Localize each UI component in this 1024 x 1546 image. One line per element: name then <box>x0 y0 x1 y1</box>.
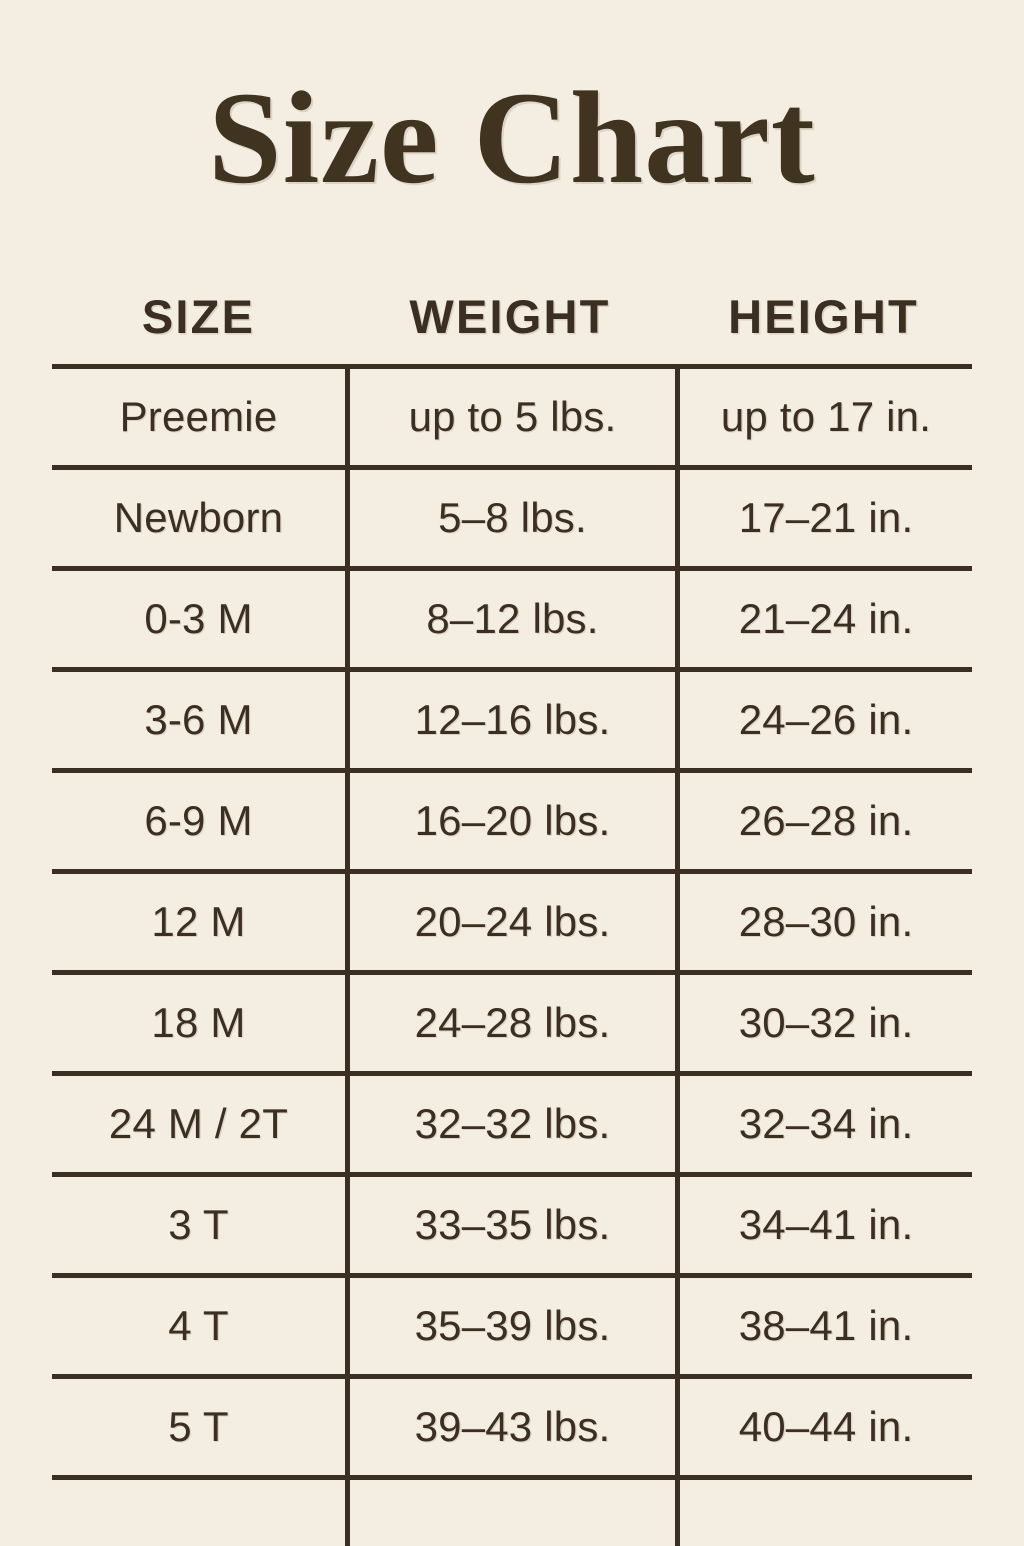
column-divider-tails <box>52 1480 972 1546</box>
page-title: Size Chart <box>208 64 816 211</box>
table-row: 12 M 20–24 lbs. 28–30 in. <box>52 874 972 975</box>
table-row: 24 M / 2T 32–32 lbs. 32–34 in. <box>52 1076 972 1177</box>
table-row: 18 M 24–28 lbs. 30–32 in. <box>52 975 972 1076</box>
page-title-container: Size Chart <box>0 72 1024 204</box>
cell-size: 6-9 M <box>144 797 253 844</box>
cell-weight: 24–28 lbs. <box>345 975 675 1071</box>
cell-size: 12 M <box>151 898 246 945</box>
cell-weight: 5–8 lbs. <box>345 470 675 566</box>
cell-size: 0-3 M <box>144 595 253 642</box>
table-row: Preemie up to 5 lbs. up to 17 in. <box>52 369 972 470</box>
cell-size: 18 M <box>151 999 246 1046</box>
cell-size: 24 M / 2T <box>108 1100 289 1147</box>
cell-height: up to 17 in. <box>675 369 972 465</box>
cell-weight: 16–20 lbs. <box>345 773 675 869</box>
cell-weight: 35–39 lbs. <box>345 1278 675 1374</box>
cell-height: 21–24 in. <box>675 571 972 667</box>
table-row: 4 T 35–39 lbs. 38–41 in. <box>52 1278 972 1379</box>
column-divider-2 <box>675 1480 680 1546</box>
column-divider-1 <box>345 1480 350 1546</box>
table-body: Preemie up to 5 lbs. up to 17 in. Newbor… <box>52 364 972 1546</box>
table-row: 6-9 M 16–20 lbs. 26–28 in. <box>52 773 972 874</box>
cell-size: 4 T <box>168 1302 229 1349</box>
cell-height: 32–34 in. <box>675 1076 972 1172</box>
size-chart-table: SIZE WEIGHT HEIGHT Preemie up to 5 lbs. … <box>52 268 972 1546</box>
table-row: 3-6 M 12–16 lbs. 24–26 in. <box>52 672 972 773</box>
table-header-row: SIZE WEIGHT HEIGHT <box>52 268 972 364</box>
cell-height: 40–44 in. <box>675 1379 972 1475</box>
cell-weight: 8–12 lbs. <box>345 571 675 667</box>
table-row: 3 T 33–35 lbs. 34–41 in. <box>52 1177 972 1278</box>
cell-weight: 12–16 lbs. <box>345 672 675 768</box>
table-row: 0-3 M 8–12 lbs. 21–24 in. <box>52 571 972 672</box>
cell-height: 38–41 in. <box>675 1278 972 1374</box>
cell-weight: 20–24 lbs. <box>345 874 675 970</box>
column-header-height: HEIGHT <box>728 289 919 343</box>
cell-size: Preemie <box>119 393 278 440</box>
cell-height: 28–30 in. <box>675 874 972 970</box>
cell-weight: 39–43 lbs. <box>345 1379 675 1475</box>
cell-size: 5 T <box>168 1403 229 1450</box>
cell-weight: up to 5 lbs. <box>345 369 675 465</box>
cell-height: 30–32 in. <box>675 975 972 1071</box>
cell-weight: 33–35 lbs. <box>345 1177 675 1273</box>
cell-height: 17–21 in. <box>675 470 972 566</box>
cell-height: 34–41 in. <box>675 1177 972 1273</box>
cell-size: 3-6 M <box>144 696 253 743</box>
column-header-weight: WEIGHT <box>409 289 611 343</box>
cell-height: 26–28 in. <box>675 773 972 869</box>
cell-size: 3 T <box>168 1201 229 1248</box>
cell-weight: 32–32 lbs. <box>345 1076 675 1172</box>
cell-size: Newborn <box>113 494 284 541</box>
table-row: 5 T 39–43 lbs. 40–44 in. <box>52 1379 972 1480</box>
table-row: Newborn 5–8 lbs. 17–21 in. <box>52 470 972 571</box>
cell-height: 24–26 in. <box>675 672 972 768</box>
column-header-size: SIZE <box>141 289 256 343</box>
